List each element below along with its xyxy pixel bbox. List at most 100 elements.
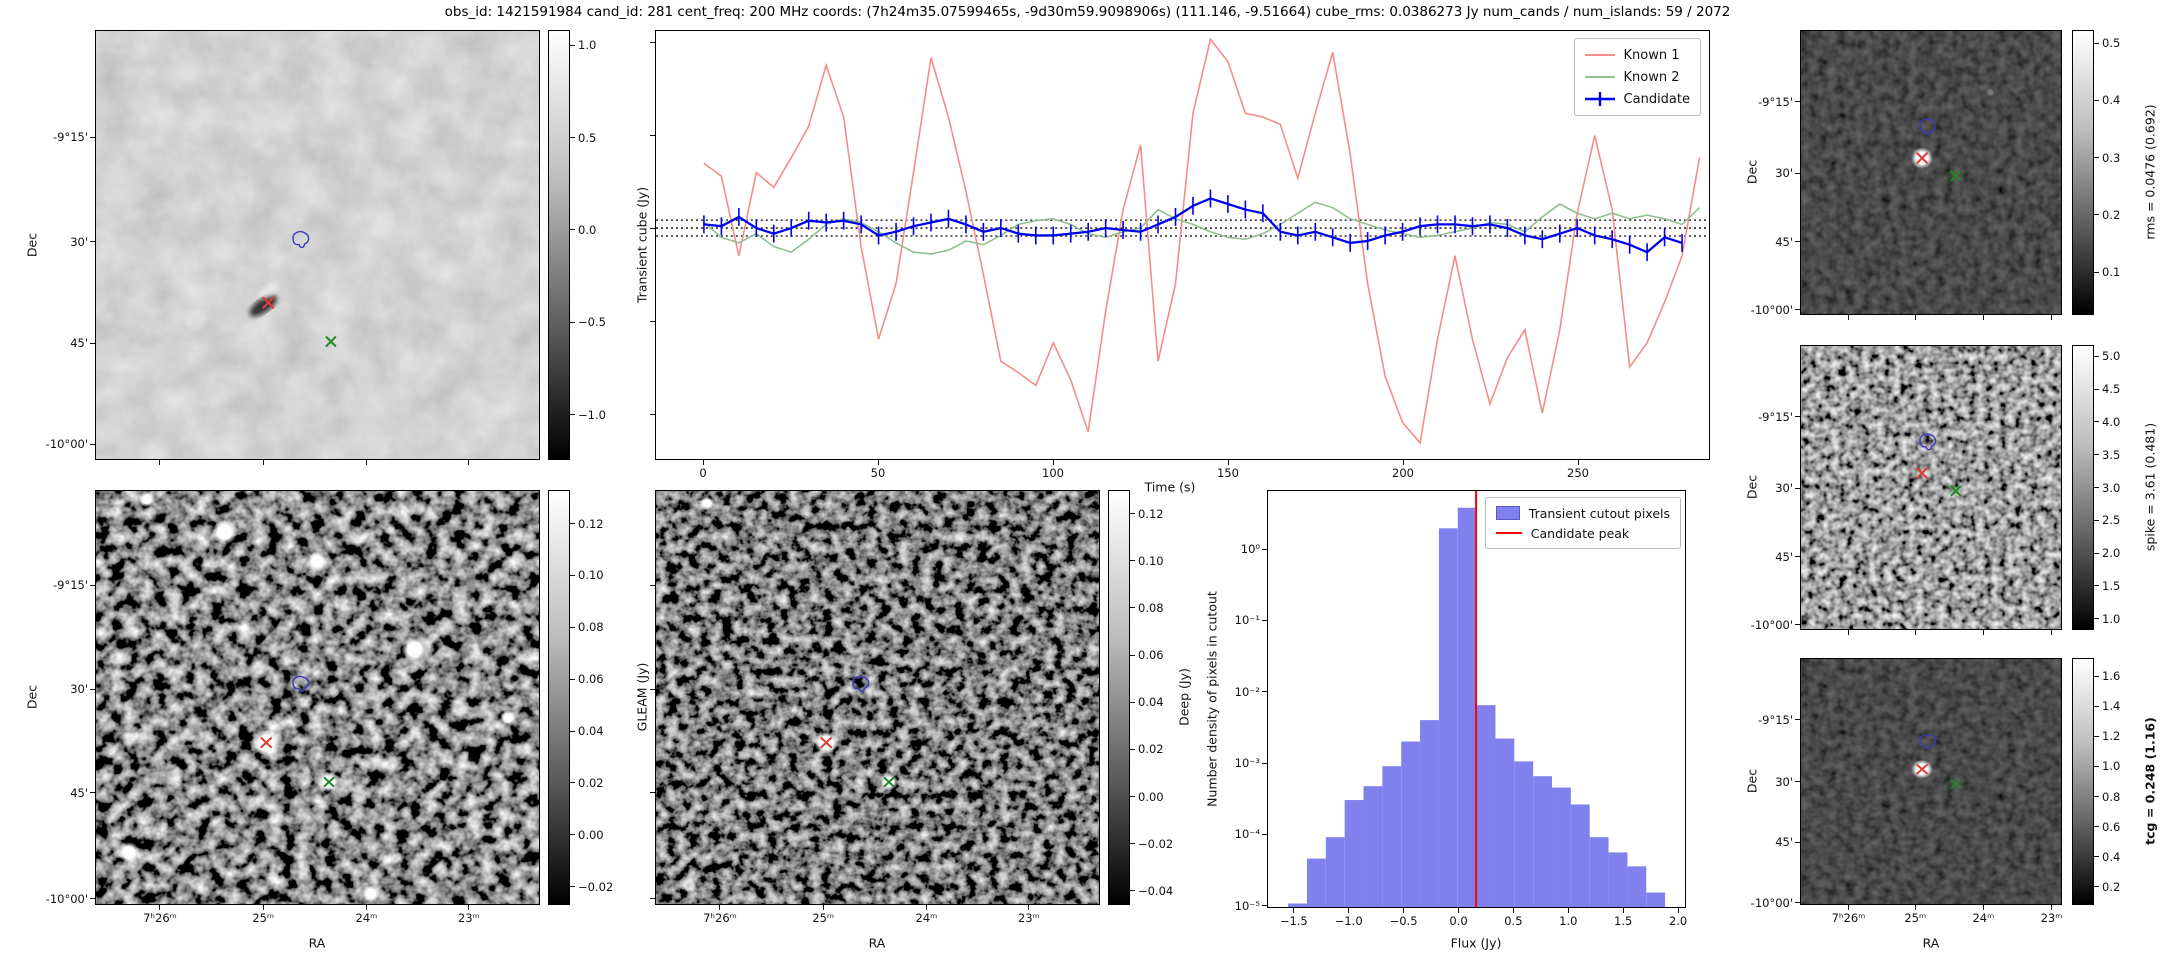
axis-tick-label: -10°00' <box>45 437 88 452</box>
colorbar-tick-mark <box>1130 513 1135 515</box>
colorbar-tick-mark <box>1130 843 1135 845</box>
colorbar-tick-label: 0.1 <box>2102 265 2121 280</box>
faint-blob <box>762 631 771 640</box>
axis-tick-label: 7ʰ26ᵐ <box>143 911 177 925</box>
known1-line-swatch <box>1584 53 1615 57</box>
colorbar-tick-label: 0.00 <box>578 827 604 842</box>
axis-tick-label: 7ʰ26ᵐ <box>703 911 737 925</box>
colorbar-tick-mark <box>2094 826 2099 828</box>
axis-tick-label: 45' <box>70 336 88 351</box>
spike-colorbar <box>2072 345 2094 630</box>
colorbar-tick-mark <box>2094 388 2099 390</box>
axis-tick-label: 10⁻⁵ <box>1234 898 1260 913</box>
axis-tick-mark <box>2051 315 2053 320</box>
axis-tick-label: 45' <box>1775 234 1793 249</box>
axis-tick-mark <box>1982 315 1984 320</box>
axis-tick-mark <box>1458 908 1459 913</box>
colorbar-tick-label: 0.02 <box>578 775 604 790</box>
axis-tick-mark <box>1795 902 1800 904</box>
time-axis-label: Time (s) <box>1144 479 1196 495</box>
colorbar-tick-label: 0.0 <box>578 222 597 237</box>
source-blob <box>138 491 155 507</box>
dec-axis-label: Dec <box>1744 474 1760 500</box>
axis-tick-mark <box>1795 556 1800 558</box>
axis-tick-label: -9°15' <box>52 130 88 145</box>
colorbar-tick-label: 1.0 <box>2102 611 2121 626</box>
source-blob <box>307 552 327 571</box>
axis-tick-mark <box>1795 416 1800 418</box>
axis-tick-mark <box>1262 833 1267 835</box>
axis-tick-label: 7ʰ26ᵐ <box>1831 911 1866 925</box>
colorbar-tick-mark <box>2094 42 2099 44</box>
source-blob <box>361 885 380 903</box>
colorbar-tick-mark <box>2094 271 2099 273</box>
colorbar-tick-mark <box>2094 585 2099 587</box>
colorbar-tick-mark <box>570 886 575 888</box>
axis-tick-mark <box>1622 908 1624 913</box>
colorbar-tick-label: 0.6 <box>2102 819 2121 834</box>
axis-tick-label: 150 <box>1217 466 1239 480</box>
legend-label: Known 2 <box>1623 69 1680 85</box>
axis-tick-label: 30' <box>70 682 88 697</box>
colorbar-tick-mark <box>1130 890 1135 892</box>
colorbar-tick-mark <box>570 782 575 784</box>
axis-tick-label: −0.5 <box>1389 914 1418 928</box>
axis-tick-label: 0 <box>699 466 707 480</box>
axis-tick-label: 45' <box>1775 549 1793 564</box>
colorbar-tick-mark <box>1130 654 1135 656</box>
transient-cube-image-panel <box>95 30 540 460</box>
colorbar-tick-label: 0.02 <box>1138 742 1164 757</box>
faint-blob <box>182 306 209 333</box>
axis-tick-label: 10⁰ <box>1240 542 1260 556</box>
tcg-image <box>1801 659 2061 904</box>
legend-item-cutout-pixels: Transient cutout pixels <box>1495 503 1670 523</box>
axis-tick-label: 10⁻² <box>1234 684 1260 699</box>
axis-tick-mark <box>1403 908 1405 913</box>
colorbar-tick-label: 0.12 <box>578 516 604 531</box>
colorbar-tick-label: 1.0 <box>578 38 597 53</box>
colorbar-tick-label: 2.0 <box>2102 546 2121 561</box>
axis-tick-mark <box>1847 315 1849 320</box>
source-blob <box>699 496 714 510</box>
colorbar-tick-mark <box>570 730 575 732</box>
colorbar-tick-label: −0.04 <box>1138 883 1174 898</box>
legend-label: Known 1 <box>1623 47 1680 63</box>
axis-tick-mark <box>1262 619 1267 621</box>
colorbar-tick-label: 1.4 <box>2102 699 2121 714</box>
axis-tick-label: -10°00' <box>1750 617 1793 632</box>
histogram-y-axis-label: Number density of pixels in cutout <box>1204 591 1220 807</box>
colorbar-tick-label: 0.06 <box>1138 648 1164 663</box>
colorbar-tick-label: −0.02 <box>578 879 614 894</box>
source-blob <box>401 637 428 662</box>
legend-item-candidate: Candidate <box>1584 88 1690 110</box>
legend-item-known2: Known 2 <box>1584 66 1690 88</box>
colorbar-tick-label: 3.0 <box>2102 480 2121 495</box>
colorbar-tick-mark <box>2094 856 2099 858</box>
colorbar-tick-label: 0.5 <box>2102 36 2121 51</box>
colorbar-tick-mark <box>570 523 575 525</box>
colorbar-tick-mark <box>2094 618 2099 620</box>
dec-axis-label: Dec <box>1744 159 1760 185</box>
faint-blob <box>172 816 183 827</box>
colorbar-tick-mark <box>1130 701 1135 703</box>
colorbar-tick-mark <box>2094 214 2099 216</box>
axis-tick-mark <box>90 898 95 900</box>
colorbar-tick-label: 4.0 <box>2102 414 2121 429</box>
axis-tick-mark <box>159 460 161 465</box>
colorbar-tick-label: 0.04 <box>578 724 604 739</box>
axis-tick-label: 2.0 <box>1668 914 1688 928</box>
axis-tick-mark <box>1982 630 1984 635</box>
axis-tick-mark <box>1914 905 1916 910</box>
axis-tick-mark <box>1795 624 1800 626</box>
colorbar-tick-mark <box>570 229 575 231</box>
axis-tick-label: 1.0 <box>1559 914 1578 928</box>
axis-tick-mark <box>90 792 95 794</box>
axis-tick-mark <box>262 905 264 910</box>
rms-colorbar <box>2072 30 2094 315</box>
colorbar-tick-mark <box>2094 157 2099 159</box>
rms-image <box>1801 31 2061 314</box>
colorbar-tick-label: 1.2 <box>2102 729 2121 744</box>
dec-axis-label: Dec <box>1744 768 1760 794</box>
axis-tick-label: 24ᵐ <box>915 911 938 925</box>
axis-tick-mark <box>1028 905 1030 910</box>
